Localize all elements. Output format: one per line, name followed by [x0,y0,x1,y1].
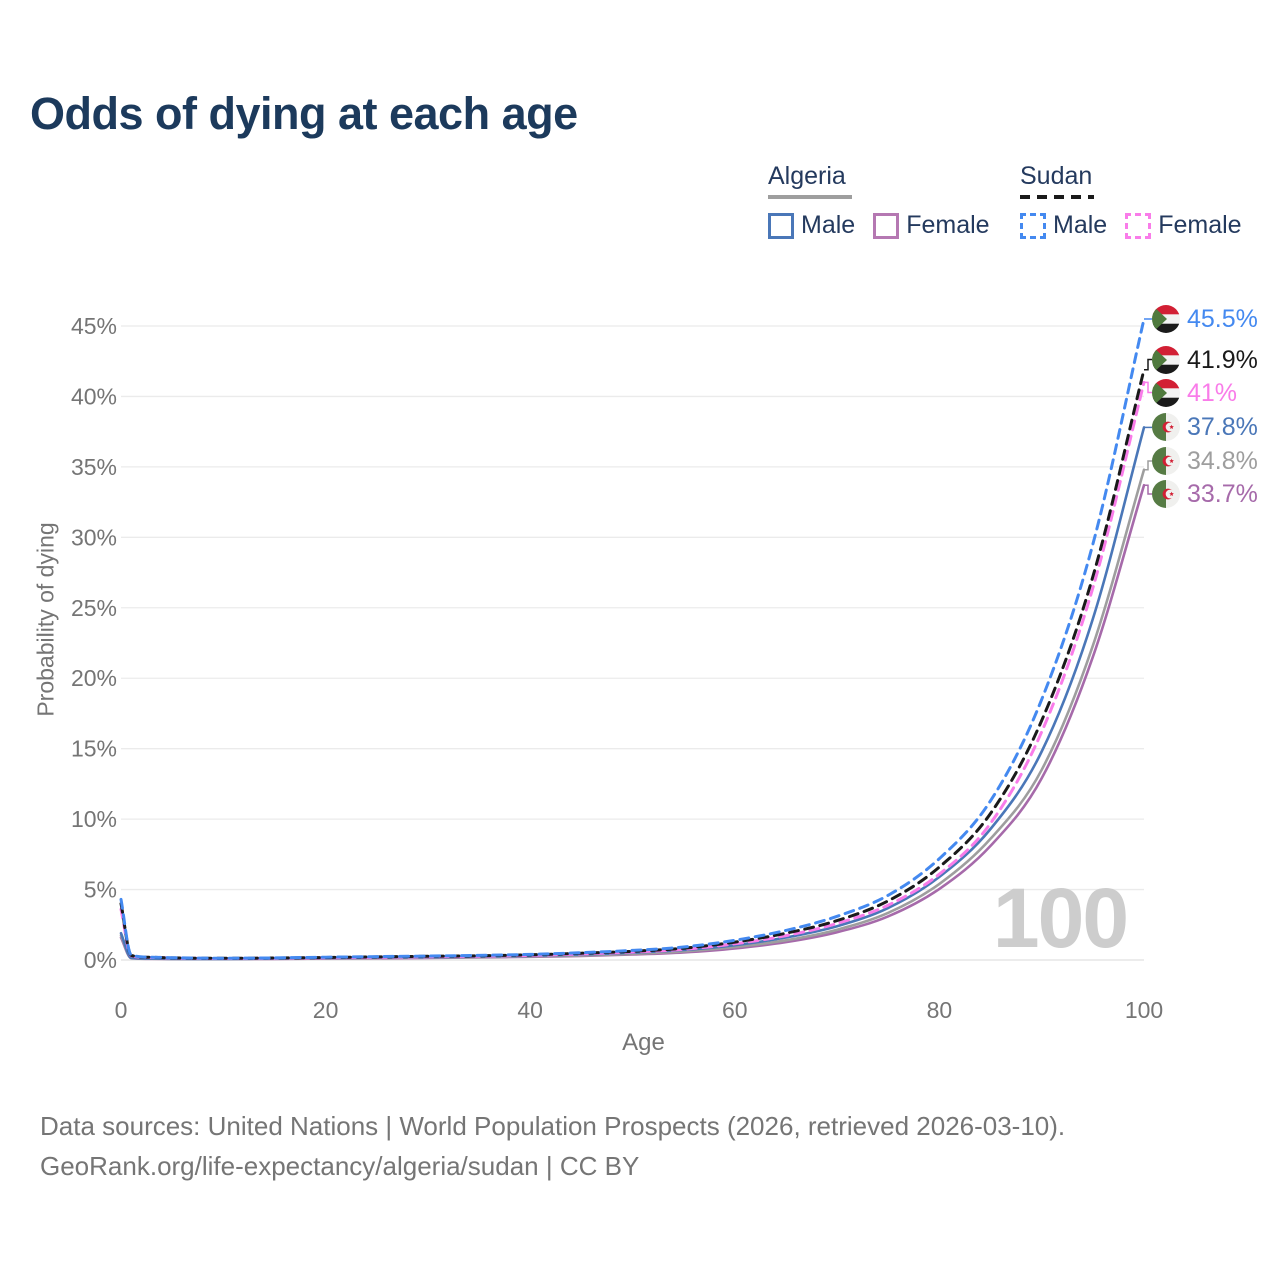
data-source-note: Data sources: United Nations | World Pop… [40,1106,1065,1186]
legend-item-sudan-female[interactable]: Female [1125,211,1242,240]
algeria-female-swatch-icon [873,212,900,239]
legend-group-algeria-title[interactable]: Algeria [768,162,846,190]
x-tick-label: 60 [722,997,748,1023]
x-tick-label: 100 [1125,997,1163,1023]
x-tick-label: 80 [927,997,953,1023]
series-line-algeria-female[interactable] [119,483,1146,961]
algeria-line-style-sample [768,195,852,199]
label-connector [1144,381,1152,394]
label-connector [1144,484,1152,495]
y-tick-label: 30% [71,524,117,550]
legend-item-algeria-female[interactable]: Female [873,211,990,240]
x-tick-label: 0 [115,997,128,1023]
sudan-line-style-sample [1020,195,1094,199]
end-label-algeria-both[interactable]: 34.8% [1152,447,1258,475]
end-label-algeria-female[interactable]: 33.7% [1152,480,1258,508]
legend-item-sudan-male[interactable]: Male [1020,211,1107,240]
sudan-flag-icon [1152,379,1180,407]
y-tick-label: 40% [71,383,117,409]
y-tick-label: 20% [71,665,117,691]
end-label-value: 41% [1187,379,1238,407]
end-label-sudan-female[interactable]: 41% [1152,379,1237,407]
age-watermark: 100 [993,871,1127,965]
legend-group-sudan: Sudan Male Female [1020,162,1242,240]
end-label-value: 37.8% [1187,413,1258,441]
y-axis-title: Probability of dying [32,522,59,717]
label-connector [1144,460,1152,471]
legend-item-label: Female [906,211,990,239]
legend-item-label: Male [801,211,856,239]
sudan-male-swatch-icon [1020,212,1046,239]
series-line-sudan-male[interactable] [119,317,1146,960]
y-tick-label: 15% [71,736,117,762]
series-line-algeria-both[interactable] [119,468,1146,961]
algeria-flag-icon [1152,413,1180,441]
series-line-algeria-male[interactable] [119,426,1146,961]
legend-item-label: Female [1158,211,1242,239]
x-axis-title: Age [622,1029,665,1056]
y-tick-label: 0% [84,947,117,973]
algeria-flag-icon [1152,447,1180,475]
sudan-flag-icon [1152,305,1180,333]
y-tick-label: 5% [84,877,117,903]
legend-group-algeria: Algeria Male Female [768,162,990,240]
source-line-1: Data sources: United Nations | World Pop… [40,1111,1066,1141]
y-tick-label: 45% [71,313,117,339]
end-label-sudan-male[interactable]: 45.5% [1152,305,1258,333]
legend-item-algeria-male[interactable]: Male [768,211,855,240]
sudan-flag-icon [1152,346,1180,374]
algeria-flag-icon [1152,480,1180,508]
sudan-female-swatch-icon [1125,212,1152,239]
x-tick-label: 20 [313,997,339,1023]
x-tick-label: 40 [517,997,543,1023]
end-label-sudan-both[interactable]: 41.9% [1152,346,1258,374]
end-label-value: 41.9% [1187,346,1258,374]
end-label-algeria-male[interactable]: 37.8% [1152,413,1258,441]
end-label-value: 33.7% [1187,480,1258,508]
legend-item-label: Male [1053,211,1108,239]
algeria-male-swatch-icon [768,212,794,239]
series-line-sudan-both[interactable] [119,368,1146,960]
y-tick-label: 10% [71,806,117,832]
y-tick-label: 25% [71,595,117,621]
source-line-2: GeoRank.org/life-expectancy/algeria/suda… [40,1151,640,1181]
label-connector [1144,358,1152,371]
end-label-value: 34.8% [1187,447,1258,475]
end-label-value: 45.5% [1187,305,1258,333]
chart-title: Odds of dying at each age [30,88,578,139]
y-tick-label: 35% [71,454,117,480]
legend-group-sudan-title[interactable]: Sudan [1020,162,1093,190]
series-line-sudan-female[interactable] [119,380,1146,961]
